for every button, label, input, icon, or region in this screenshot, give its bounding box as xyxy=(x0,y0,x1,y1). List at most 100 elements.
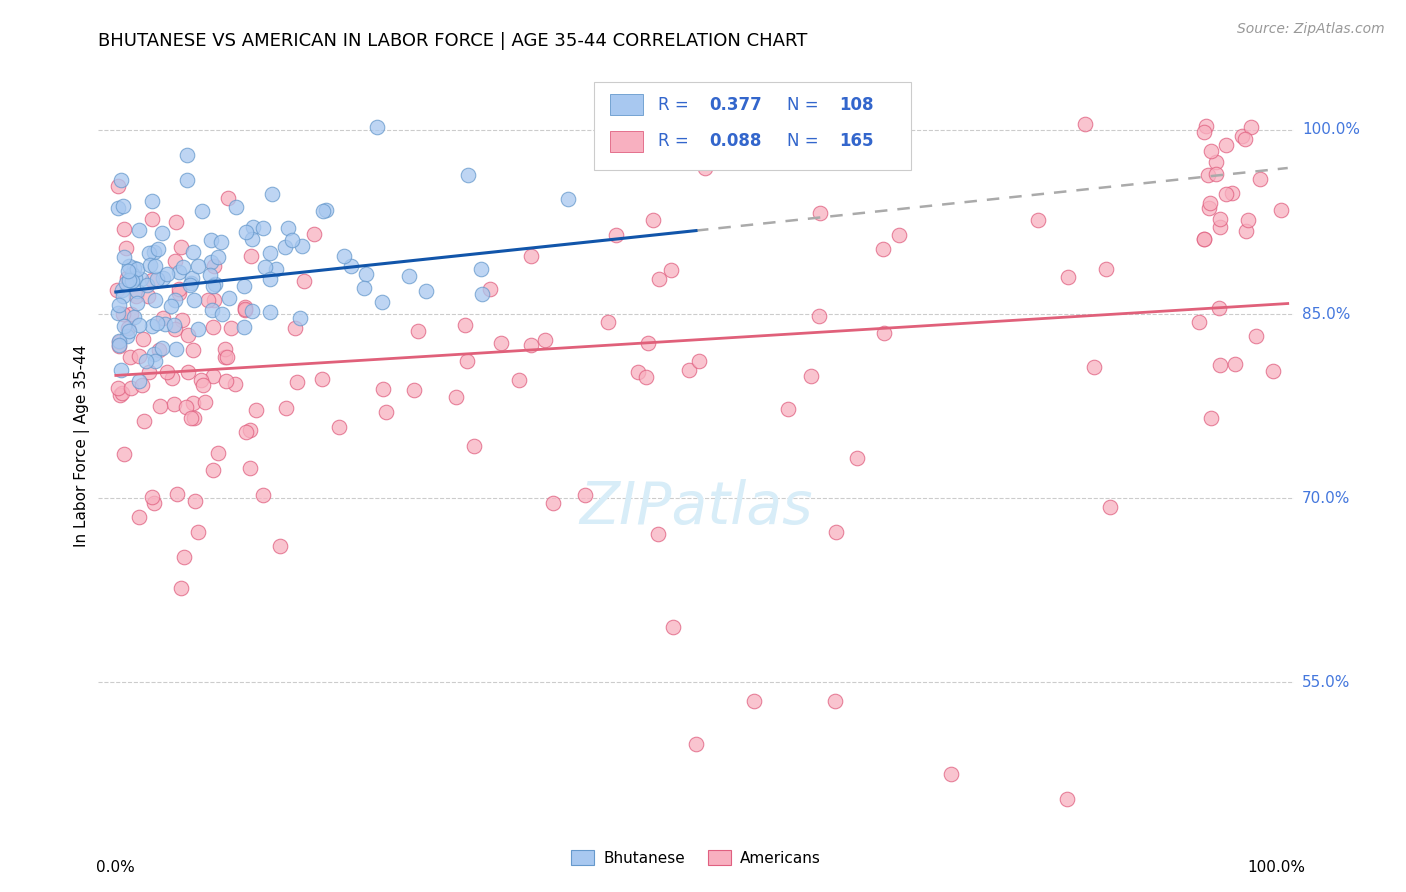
Point xyxy=(311,372,333,386)
Point xyxy=(111,385,134,400)
Point xyxy=(132,414,155,428)
Point xyxy=(200,233,222,247)
Point xyxy=(179,277,201,292)
Point xyxy=(366,120,388,135)
Point xyxy=(162,371,184,385)
Point xyxy=(201,303,224,318)
Point xyxy=(107,381,129,395)
Point xyxy=(245,402,267,417)
Point xyxy=(224,376,246,391)
Point xyxy=(183,293,205,308)
Point xyxy=(1244,329,1267,343)
Point xyxy=(112,251,135,265)
Point xyxy=(648,271,671,285)
Point xyxy=(1195,119,1218,133)
Point xyxy=(688,354,710,368)
Point xyxy=(165,254,187,268)
Point xyxy=(242,219,264,234)
Point xyxy=(479,282,502,296)
Point xyxy=(136,278,159,293)
Point xyxy=(276,401,298,415)
Point xyxy=(167,282,190,296)
Point xyxy=(170,313,193,327)
Point xyxy=(254,260,277,274)
Text: 85.0%: 85.0% xyxy=(1302,307,1350,321)
Point xyxy=(353,281,375,295)
Point xyxy=(233,300,256,314)
Point xyxy=(207,250,229,264)
Point xyxy=(108,334,131,348)
Point xyxy=(110,173,132,187)
Point xyxy=(1192,232,1215,246)
Point xyxy=(121,267,143,281)
Point xyxy=(239,460,262,475)
Point xyxy=(173,549,195,564)
Point xyxy=(1094,262,1116,277)
Point xyxy=(312,204,335,219)
Point xyxy=(1223,357,1246,371)
Point xyxy=(242,304,264,318)
Point xyxy=(165,343,187,357)
Point xyxy=(659,263,682,277)
Point xyxy=(252,220,274,235)
Point xyxy=(371,295,394,310)
Point xyxy=(129,271,152,285)
Point xyxy=(291,239,314,253)
Bar xyxy=(610,94,644,115)
Point xyxy=(125,295,148,310)
Point xyxy=(240,232,263,246)
Point xyxy=(215,374,238,388)
Point xyxy=(148,343,170,357)
Point xyxy=(489,335,512,350)
Point xyxy=(406,324,429,338)
Point xyxy=(141,273,163,287)
Point xyxy=(233,302,256,317)
Point xyxy=(128,318,150,332)
Point xyxy=(800,368,823,383)
Point xyxy=(172,260,194,274)
Point xyxy=(107,201,129,215)
Point xyxy=(1197,169,1219,183)
Point xyxy=(115,329,138,343)
Point xyxy=(375,405,398,419)
Point xyxy=(197,293,219,308)
Point xyxy=(118,273,141,287)
Point xyxy=(183,396,205,410)
Point xyxy=(163,293,186,308)
Point xyxy=(543,495,565,509)
Point xyxy=(340,259,363,273)
Text: 165: 165 xyxy=(839,132,875,151)
Point xyxy=(463,440,485,454)
Point xyxy=(181,270,204,285)
Point xyxy=(1188,314,1211,328)
Point xyxy=(637,335,659,350)
Text: 100.0%: 100.0% xyxy=(1302,122,1360,137)
Point xyxy=(661,620,683,634)
Point xyxy=(328,420,350,434)
Point xyxy=(778,401,800,416)
Point xyxy=(120,381,142,395)
Point xyxy=(138,365,160,379)
Point xyxy=(186,259,208,273)
Point xyxy=(415,284,437,298)
Point xyxy=(211,306,233,320)
Point xyxy=(136,289,159,303)
Point xyxy=(127,262,149,277)
Point xyxy=(156,365,179,379)
Point xyxy=(1099,500,1122,514)
Point xyxy=(146,272,169,286)
Point xyxy=(1205,155,1227,169)
Point xyxy=(239,423,262,437)
Point xyxy=(177,365,200,379)
Point xyxy=(138,246,160,260)
Point xyxy=(122,310,145,324)
Point xyxy=(1215,138,1237,153)
Text: N =: N = xyxy=(787,95,824,113)
Point xyxy=(533,333,555,347)
Point xyxy=(252,488,274,502)
Point xyxy=(135,353,157,368)
Point xyxy=(824,524,846,539)
Point xyxy=(1199,195,1222,210)
Point xyxy=(260,186,283,201)
Legend: Bhutanese, Americans: Bhutanese, Americans xyxy=(565,844,827,871)
